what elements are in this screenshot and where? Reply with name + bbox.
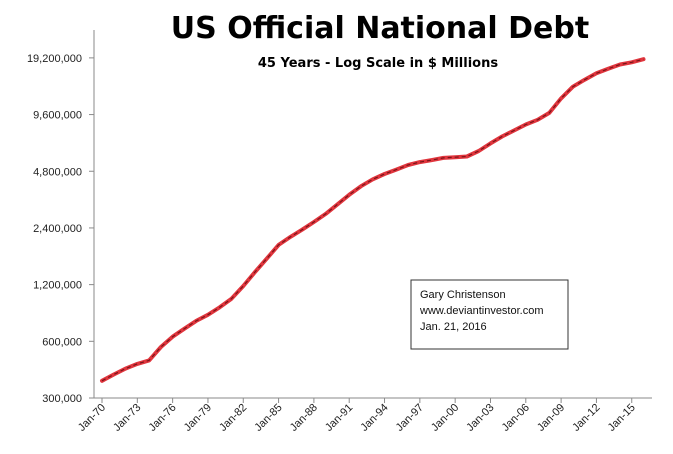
y-tick-label: 19,200,000 (27, 53, 82, 65)
x-tick-label: Jan-73 (111, 402, 143, 434)
author-annotation: Gary Christenson www.deviantinvestor.com… (410, 279, 569, 350)
x-tick-label: Jan-97 (394, 402, 426, 434)
y-tick-label: 300,000 (42, 393, 82, 405)
x-tick-label: Jan-76 (146, 402, 178, 434)
x-tick-label: Jan-12 (570, 402, 602, 434)
x-tick-label: Jan-88 (288, 402, 320, 434)
x-tick-label: Jan-70 (76, 402, 108, 434)
y-tick-label: 600,000 (42, 336, 82, 348)
x-tick-label: Jan-82 (217, 402, 249, 434)
y-tick-label: 1,200,000 (33, 280, 82, 292)
x-tick-label: Jan-00 (429, 402, 461, 434)
chart-title: US Official National Debt (171, 11, 589, 46)
x-tick-label: Jan-03 (464, 402, 496, 434)
series-layer (100, 57, 646, 383)
x-tick-label: Jan-79 (182, 402, 214, 434)
debt-line-dash (101, 58, 644, 382)
annotation-website: www.deviantinvestor.com (419, 305, 544, 317)
y-tick-label: 2,400,000 (33, 223, 82, 235)
x-tick-label: Jan-91 (323, 402, 355, 434)
y-axis-ticks: 300,000 600,000 1,200,000 2,400,000 4,800,00… (27, 53, 94, 405)
annotation-frame (410, 279, 569, 350)
x-tick-label: Jan-06 (500, 402, 532, 434)
x-tick-label: Jan-94 (358, 402, 390, 434)
y-tick-label: 9,600,000 (33, 110, 82, 122)
x-axis-ticks: Jan-70 Jan-73 Jan-76 Jan-79 Jan-82 Jan-85 Jan-… (76, 398, 638, 434)
x-tick-label: Jan-15 (606, 402, 638, 434)
annotation-author: Gary Christenson (420, 289, 506, 301)
x-tick-label: Jan-85 (252, 402, 284, 434)
annotation-date: Jan. 21, 2016 (420, 321, 487, 333)
y-tick-label: 4,800,000 (33, 166, 82, 178)
chart-subtitle: 45 Years - Log Scale in $ Millions (258, 56, 498, 71)
x-tick-label: Jan-09 (535, 402, 567, 434)
